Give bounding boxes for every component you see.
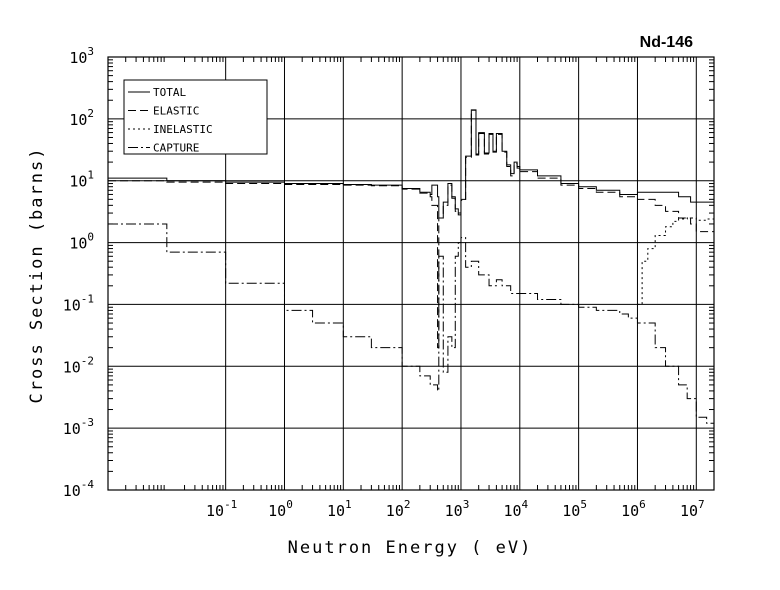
x-axis-label: Neutron Energy ( eV) bbox=[288, 538, 533, 558]
y-tick-label: 10-3 bbox=[63, 416, 94, 438]
legend-label: INELASTIC bbox=[153, 123, 213, 136]
series-line-elastic bbox=[108, 109, 715, 349]
x-tick-label: 107 bbox=[680, 498, 705, 520]
x-tick-label: 101 bbox=[327, 498, 352, 520]
legend: TOTAL ELASTIC INELASTIC CAPTURE bbox=[123, 79, 268, 155]
legend-label: ELASTIC bbox=[153, 105, 199, 118]
series-layer bbox=[108, 109, 715, 424]
x-tick-label: 106 bbox=[621, 498, 646, 520]
x-tick-label: 104 bbox=[503, 498, 528, 520]
legend-label: TOTAL bbox=[153, 86, 186, 99]
legend-label: CAPTURE bbox=[153, 142, 199, 155]
series-line-inelastic bbox=[637, 214, 715, 305]
y-tick-label: 10-1 bbox=[63, 292, 94, 314]
y-tick-label: 10-4 bbox=[63, 478, 95, 500]
y-axis-label: Cross Section (barns) bbox=[27, 147, 47, 404]
x-tick-label: 105 bbox=[562, 498, 587, 520]
y-tick-label: 100 bbox=[69, 231, 94, 253]
x-tick-label: 100 bbox=[268, 498, 293, 520]
y-tick-label: 102 bbox=[69, 107, 94, 129]
series-line-capture bbox=[108, 223, 715, 424]
y-tick-label: 103 bbox=[69, 45, 94, 67]
x-tick-label: 103 bbox=[445, 498, 470, 520]
y-tick-label: 10-2 bbox=[63, 354, 94, 376]
plot-frame bbox=[107, 56, 715, 491]
x-tick-label: 10-1 bbox=[206, 498, 237, 520]
x-tick-label: 102 bbox=[386, 498, 411, 520]
y-tick-label: 101 bbox=[69, 169, 94, 191]
chart-title: Nd-146 bbox=[640, 34, 693, 51]
tick-layer: 10-1 100 101 102 103 104 105 106 107 10-4 10-3 10-2… bbox=[63, 45, 715, 520]
